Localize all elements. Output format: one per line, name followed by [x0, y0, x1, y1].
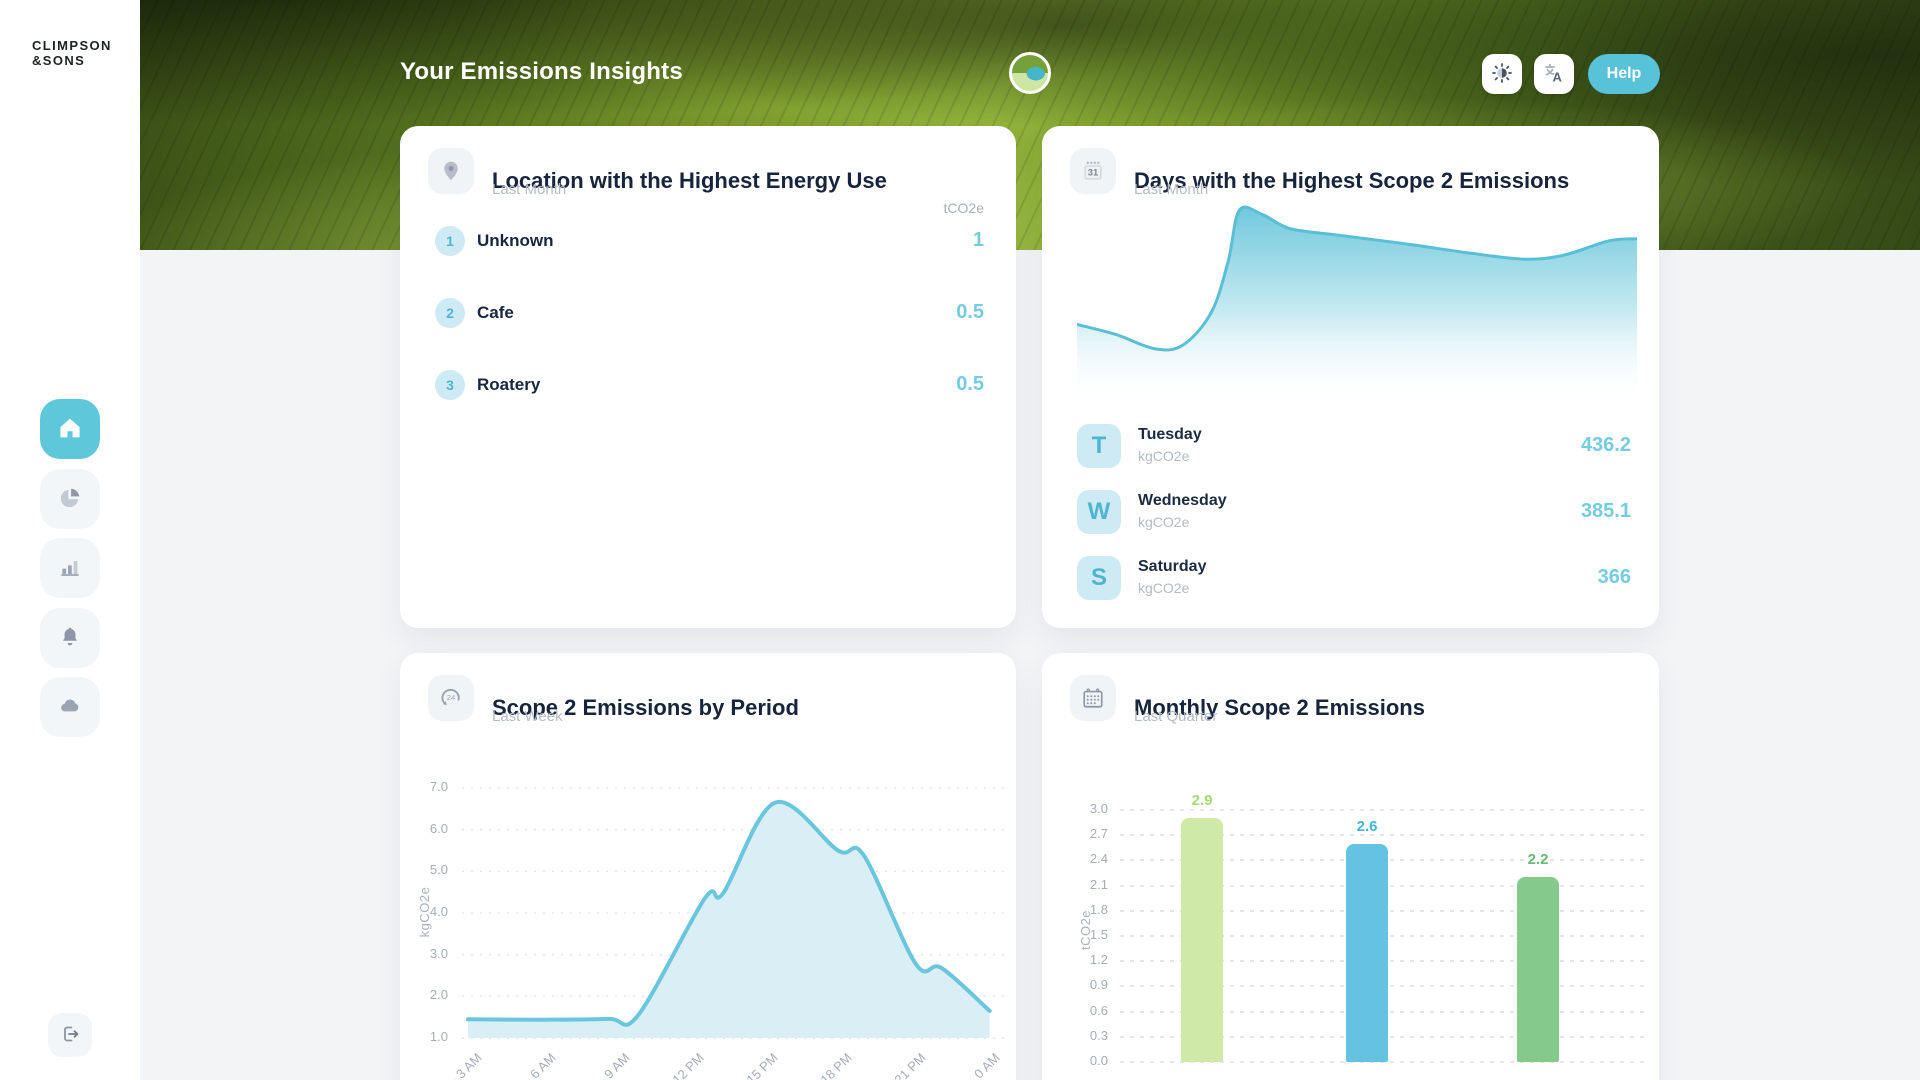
- home-icon: [56, 414, 84, 445]
- list-item: 3 Roatery 0.5: [400, 370, 1016, 400]
- sidebar-item-analytics[interactable]: [40, 469, 100, 529]
- card-top-days: 31 Days with the Highest Scope 2 Emissio…: [1042, 126, 1659, 628]
- svg-text:31: 31: [1088, 167, 1098, 177]
- page-title: Your Emissions Insights: [400, 58, 683, 85]
- translate-icon: A: [1541, 60, 1567, 89]
- day-label: Tuesday: [1138, 426, 1202, 443]
- day-value: 436.2: [1580, 434, 1631, 456]
- logout-icon: [58, 1022, 82, 1049]
- unit-column-header: tCO2e: [943, 200, 984, 216]
- location-label: Roatery: [477, 375, 541, 394]
- map-pin-icon: [428, 148, 474, 194]
- rank-badge: 3: [435, 370, 465, 400]
- brand-line1: CLIMPSON: [32, 38, 112, 53]
- svg-text:A: A: [1553, 69, 1563, 84]
- location-value: 1: [972, 229, 984, 251]
- language-toggle-button[interactable]: A: [1534, 54, 1574, 94]
- theme-toggle-button[interactable]: [1482, 54, 1522, 94]
- logout-button[interactable]: [48, 1013, 92, 1057]
- bell-icon: [57, 624, 83, 653]
- list-item: W Wednesday kgCO2e 385.1: [1042, 490, 1659, 534]
- day-initial-badge: S: [1077, 556, 1121, 600]
- day-unit: kgCO2e: [1138, 448, 1190, 464]
- help-button[interactable]: Help: [1588, 54, 1660, 94]
- list-item: 1 Unknown 1: [400, 226, 1016, 256]
- card-title: Scope 2 Emissions by Period: [492, 695, 799, 721]
- top-days-area-chart: [1077, 205, 1637, 404]
- day-value: 385.1: [1580, 500, 1631, 522]
- period-area-chart: [462, 787, 1006, 1039]
- card-period-emissions: 24 Scope 2 Emissions by Period Last Week…: [400, 653, 1016, 1080]
- brand-logo: CLIMPSON &SONS: [32, 38, 112, 68]
- location-value: 0.5: [956, 373, 984, 395]
- bar-chart-icon: [57, 554, 83, 583]
- card-energy-locations: Location with the Highest Energy Use Las…: [400, 126, 1016, 628]
- avatar[interactable]: [1009, 52, 1051, 94]
- day-value: 366: [1597, 566, 1631, 588]
- card-subtitle: Last Month: [1134, 181, 1209, 198]
- day-unit: kgCO2e: [1138, 514, 1190, 530]
- list-item: 2 Cafe 0.5: [400, 298, 1016, 328]
- calendar-grid-icon: [1070, 675, 1116, 721]
- card-subtitle: Last Week: [492, 708, 563, 725]
- day-initial-badge: W: [1077, 490, 1121, 534]
- sidebar-item-emissions[interactable]: [40, 677, 100, 737]
- pie-chart-icon: [57, 485, 83, 514]
- card-subtitle: Last Month: [492, 181, 567, 198]
- day-unit: kgCO2e: [1138, 580, 1190, 596]
- card-title: Days with the Highest Scope 2 Emissions: [1134, 168, 1570, 194]
- list-item: S Saturday kgCO2e 366: [1042, 556, 1659, 600]
- card-title: Monthly Scope 2 Emissions: [1134, 695, 1425, 721]
- day-label: Wednesday: [1138, 492, 1227, 509]
- rank-badge: 2: [435, 298, 465, 328]
- sidebar-item-home[interactable]: [40, 399, 100, 459]
- card-monthly-emissions: Monthly Scope 2 Emissions Last Quarter t…: [1042, 653, 1659, 1080]
- location-value: 0.5: [956, 301, 984, 323]
- list-item: T Tuesday kgCO2e 436.2: [1042, 424, 1659, 468]
- 24h-cycle-icon: 24: [428, 675, 474, 721]
- sidebar-item-alerts[interactable]: [40, 608, 100, 668]
- card-title: Location with the Highest Energy Use: [492, 168, 887, 194]
- brand-line2: &SONS: [32, 53, 86, 68]
- svg-text:24: 24: [447, 693, 455, 702]
- light-dark-toggle-icon: [1490, 61, 1514, 88]
- day-initial-badge: T: [1077, 424, 1121, 468]
- calendar-31-icon: 31: [1070, 148, 1116, 194]
- location-label: Unknown: [477, 231, 554, 250]
- location-label: Cafe: [477, 303, 514, 322]
- sidebar: CLIMPSON &SONS: [0, 0, 140, 1080]
- card-subtitle: Last Quarter: [1134, 708, 1218, 725]
- sidebar-item-reports[interactable]: [40, 538, 100, 598]
- cloud-icon: [57, 693, 83, 722]
- rank-badge: 1: [435, 226, 465, 256]
- day-label: Saturday: [1138, 558, 1207, 575]
